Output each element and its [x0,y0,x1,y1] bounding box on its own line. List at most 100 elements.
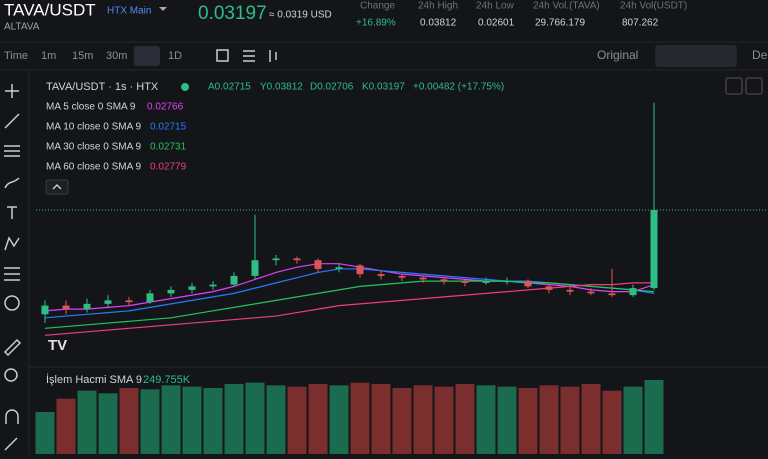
interval[interactable]: 30m [106,50,127,62]
chart-legend-title: TAVA/USDT · 1s · HTX [46,81,159,93]
stat-label: 24h Vol.(TAVA) [533,1,600,12]
coin-name: ALTAVA [4,22,40,33]
ma-legend-value: 0.02779 [150,162,187,173]
candle-body [41,305,49,315]
volume-bar [602,390,622,454]
view-option[interactable]: De [752,48,768,62]
ohlc-value: +0.00482 (+17.75%) [413,82,504,93]
settings-button[interactable] [745,77,763,95]
volume-bar [287,386,307,454]
volume-bar [413,385,433,454]
candle-body [587,291,595,294]
volume-bar [56,398,76,454]
candle-body [650,210,658,289]
price: 0.03197 [198,3,267,24]
ma-legend-name: MA 5 close 0 SMA 9 [46,102,136,113]
scroll-button[interactable] [725,77,743,95]
interval[interactable]: 1m [41,50,56,62]
volume-bar [644,380,664,454]
ohlc-value: D0.02706 [310,82,354,93]
candle-body [62,305,70,310]
volume-bar [245,382,265,454]
ma-legend-value: 0.02731 [150,142,187,153]
stat-label: Change [360,1,395,12]
volume-bar [266,385,286,454]
interval[interactable]: Time [4,50,28,62]
volume-label: İşlem Hacmi SMA 9 [46,373,142,386]
drawing-tools[interactable] [3,84,22,451]
volume-bar [77,390,97,454]
collapse-icon[interactable] [52,183,62,190]
candle-body [188,286,196,290]
candle-body [398,275,406,278]
dropdown-icon[interactable] [159,7,167,11]
candle-body [608,293,616,296]
volume-bar [308,384,328,454]
ma-line [44,263,655,312]
volume-bar [119,388,139,454]
status-dot [181,83,189,91]
ohlc-value: Y0.03812 [260,82,303,93]
volume-bar [623,386,643,454]
symbol[interactable]: TAVA/USDT [4,0,96,19]
volume-bar [392,388,412,454]
toolbar-icons[interactable] [216,49,277,62]
candle-body [125,300,133,303]
volume-bar [560,386,580,454]
usd-price: ≈ 0.0319 USD [269,10,332,21]
volume-bar [581,384,601,454]
candle-body [314,260,322,269]
candle-body [524,281,532,287]
volume-bar [329,385,349,454]
tv-logo: TV [48,337,67,354]
candle-body [272,258,280,261]
volume-bar [98,393,118,454]
volume-bar [497,386,517,454]
ma-legend-name: MA 60 close 0 SMA 9 [46,162,141,173]
volume-bar [35,412,55,454]
interval[interactable]: 1D [168,50,182,62]
stat-label: 24h Low [476,1,515,12]
candle-body [83,303,91,310]
volume-value: 249.755K [143,374,191,386]
candle-body [566,289,574,292]
volume-bar [455,384,475,454]
volume-bar [518,388,538,454]
stat-value: +16.89% [356,18,396,29]
collapse-button[interactable] [45,179,69,195]
candle-body [419,277,427,280]
ohlc-value: A0.02715 [208,82,251,93]
volume-bar [224,384,244,454]
candle-body [545,286,553,290]
candle-body [482,281,490,283]
candle-body [230,275,238,285]
ma-legend-name: MA 30 close 0 SMA 9 [46,142,141,153]
candle-body [251,260,259,276]
stat-value: 807.262 [622,18,659,29]
candle-body [629,288,637,296]
volume-bar [140,389,160,454]
volume-bar [371,384,391,454]
view-selected [655,45,737,67]
candle-body [356,265,364,275]
candle-body [440,279,448,282]
ma-line [44,280,655,329]
candle-body [293,258,301,261]
view-option[interactable]: Original [597,48,638,62]
interval[interactable]: 15m [72,50,93,62]
selected-interval [134,46,160,66]
volume-bar [434,386,454,454]
ma-legend-value: 0.02766 [147,102,184,113]
volume-bar [161,385,181,454]
stat-value: 29.766.179 [535,18,585,29]
stat-label: 24h Vol(USDT) [620,1,687,12]
stat-value: 0.03812 [420,18,457,29]
candle-body [503,281,511,283]
candle-body [461,281,469,283]
ma-legend-value: 0.02715 [150,122,187,133]
stat-value: 0.02601 [478,18,515,29]
volume-bar [476,385,496,454]
exchange[interactable]: HTX Main [107,6,151,17]
